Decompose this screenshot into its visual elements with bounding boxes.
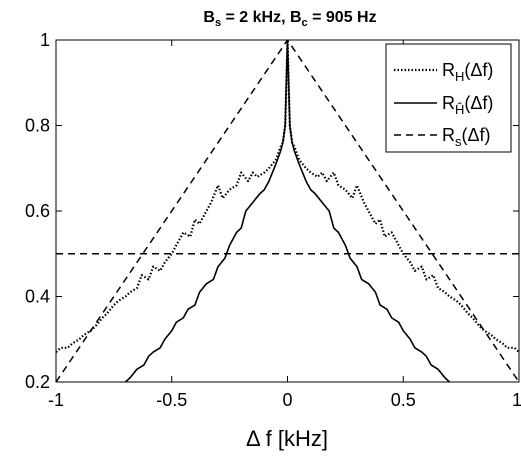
legend-rs-pre: R bbox=[442, 125, 455, 145]
y-tick-label: 0.6 bbox=[25, 201, 50, 221]
legend-box bbox=[385, 43, 512, 153]
series-line-RH bbox=[56, 40, 519, 353]
chart-title: Bs = 2 kHz, Bc = 905 Hz bbox=[203, 9, 376, 29]
legend-rhhat-sub: Ĥ bbox=[455, 102, 464, 117]
legend-item-rh: RH(Δf) bbox=[394, 60, 493, 84]
x-tick-label: -0.5 bbox=[156, 390, 187, 410]
x-tick-label: 0.5 bbox=[391, 390, 416, 410]
title-sub-s: s bbox=[215, 17, 221, 29]
y-tick-label: 1 bbox=[40, 30, 50, 50]
legend-item-rhhat: RĤ(Δf) bbox=[394, 93, 493, 117]
plot-area bbox=[56, 40, 519, 382]
title-b1: B bbox=[203, 9, 215, 26]
legend-item-rs: Rs(Δf) bbox=[394, 125, 491, 149]
series-line-RHhat bbox=[124, 40, 451, 382]
x-tick-label: 1 bbox=[512, 390, 521, 410]
series-group bbox=[56, 40, 519, 382]
legend-rh-post: (Δf) bbox=[464, 60, 493, 80]
legend-rs-sub: s bbox=[455, 134, 462, 149]
title-mid: = 2 kHz, B bbox=[221, 9, 301, 26]
legend-label-rh: RH(Δf) bbox=[442, 60, 493, 84]
title-sub-c: c bbox=[302, 17, 308, 29]
legend-rh-sub: H bbox=[455, 69, 464, 84]
y-tick-label: 0.8 bbox=[25, 116, 50, 136]
x-tick-label: -1 bbox=[48, 390, 64, 410]
legend-label-rs: Rs(Δf) bbox=[442, 125, 491, 149]
y-tick-label: 0.4 bbox=[25, 287, 50, 307]
x-axis-label: Δ f [kHz] bbox=[246, 426, 328, 451]
legend-rs-post: (Δf) bbox=[462, 125, 491, 145]
x-tick-label: 0 bbox=[282, 390, 292, 410]
legend-rh-pre: R bbox=[442, 60, 455, 80]
legend-rhhat-post: (Δf) bbox=[464, 93, 493, 113]
y-tick-label: 0.2 bbox=[25, 372, 50, 392]
legend: RH(Δf) RĤ(Δf) Rs(Δf) bbox=[385, 43, 512, 153]
title-end: = 905 Hz bbox=[308, 9, 377, 26]
axes: -1 -0.5 0 0.5 1 0.2 0.4 0.6 0.8 1 bbox=[25, 30, 521, 410]
series-line-Rs bbox=[56, 40, 519, 382]
legend-label-rhhat: RĤ(Δf) bbox=[442, 93, 493, 117]
legend-rhhat-pre: R bbox=[442, 93, 455, 113]
